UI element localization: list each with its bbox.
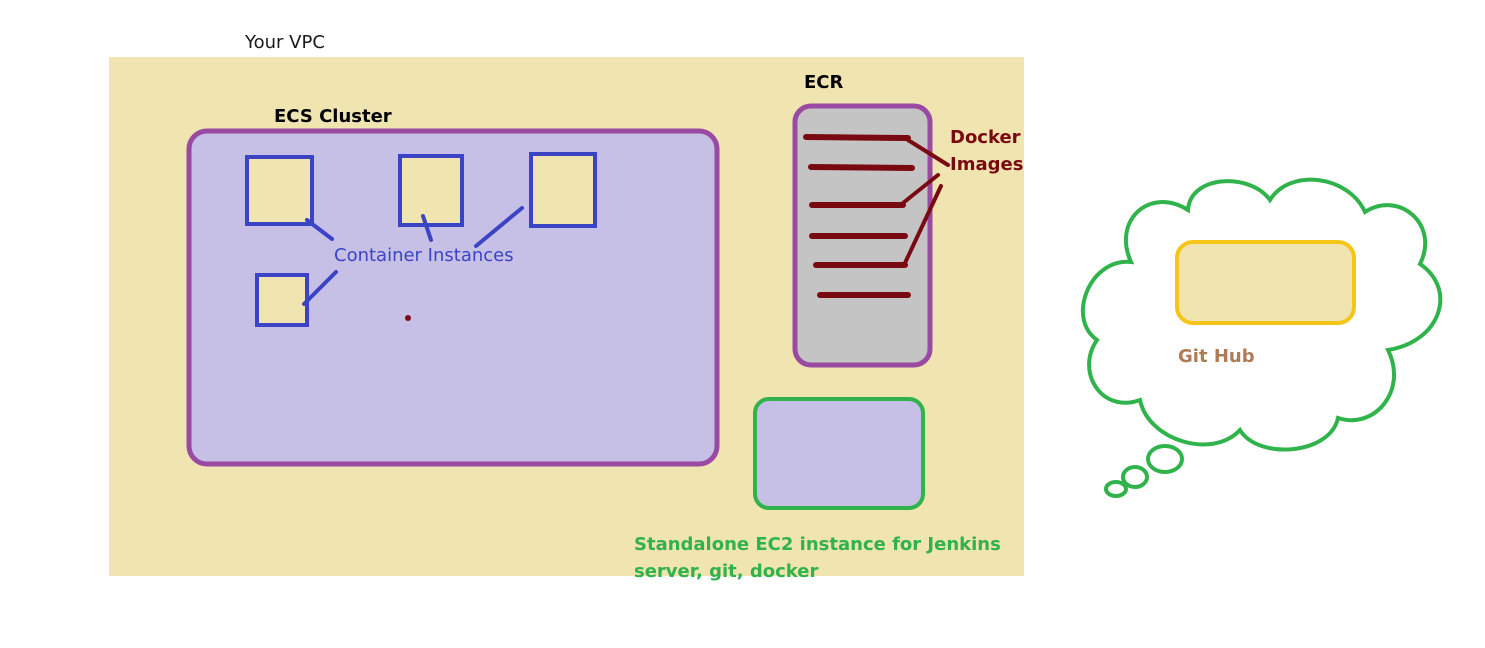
docker-connectors	[901, 138, 950, 265]
container-instances-label: Container Instances	[334, 245, 514, 266]
container-instance-4	[255, 273, 309, 327]
docker-images-line2: Images	[950, 154, 1024, 175]
docker-images-line1: Docker	[950, 127, 1021, 148]
ecr-label: ECR	[804, 72, 844, 93]
vpc-label: Your VPC	[245, 32, 325, 53]
github-cloud	[1080, 177, 1443, 498]
docker-image-lines	[803, 134, 915, 298]
docker-images-label: Docker Images	[950, 124, 1023, 178]
ec2-label-line1: Standalone EC2 instance for Jenkins	[634, 534, 1001, 555]
container-connectors	[302, 206, 524, 306]
ec2-label-line2: server, git, docker	[634, 561, 819, 582]
ecs-cluster-label: ECS Cluster	[274, 106, 392, 127]
small-dot	[405, 315, 411, 321]
container-instance-1	[245, 155, 314, 226]
ec2-box	[753, 397, 925, 510]
github-repo-box	[1175, 240, 1356, 325]
container-instance-2	[398, 154, 464, 227]
github-label: Git Hub	[1178, 346, 1255, 367]
container-instance-3	[529, 152, 597, 228]
ec2-label: Standalone EC2 instance for Jenkins serv…	[634, 531, 1001, 585]
